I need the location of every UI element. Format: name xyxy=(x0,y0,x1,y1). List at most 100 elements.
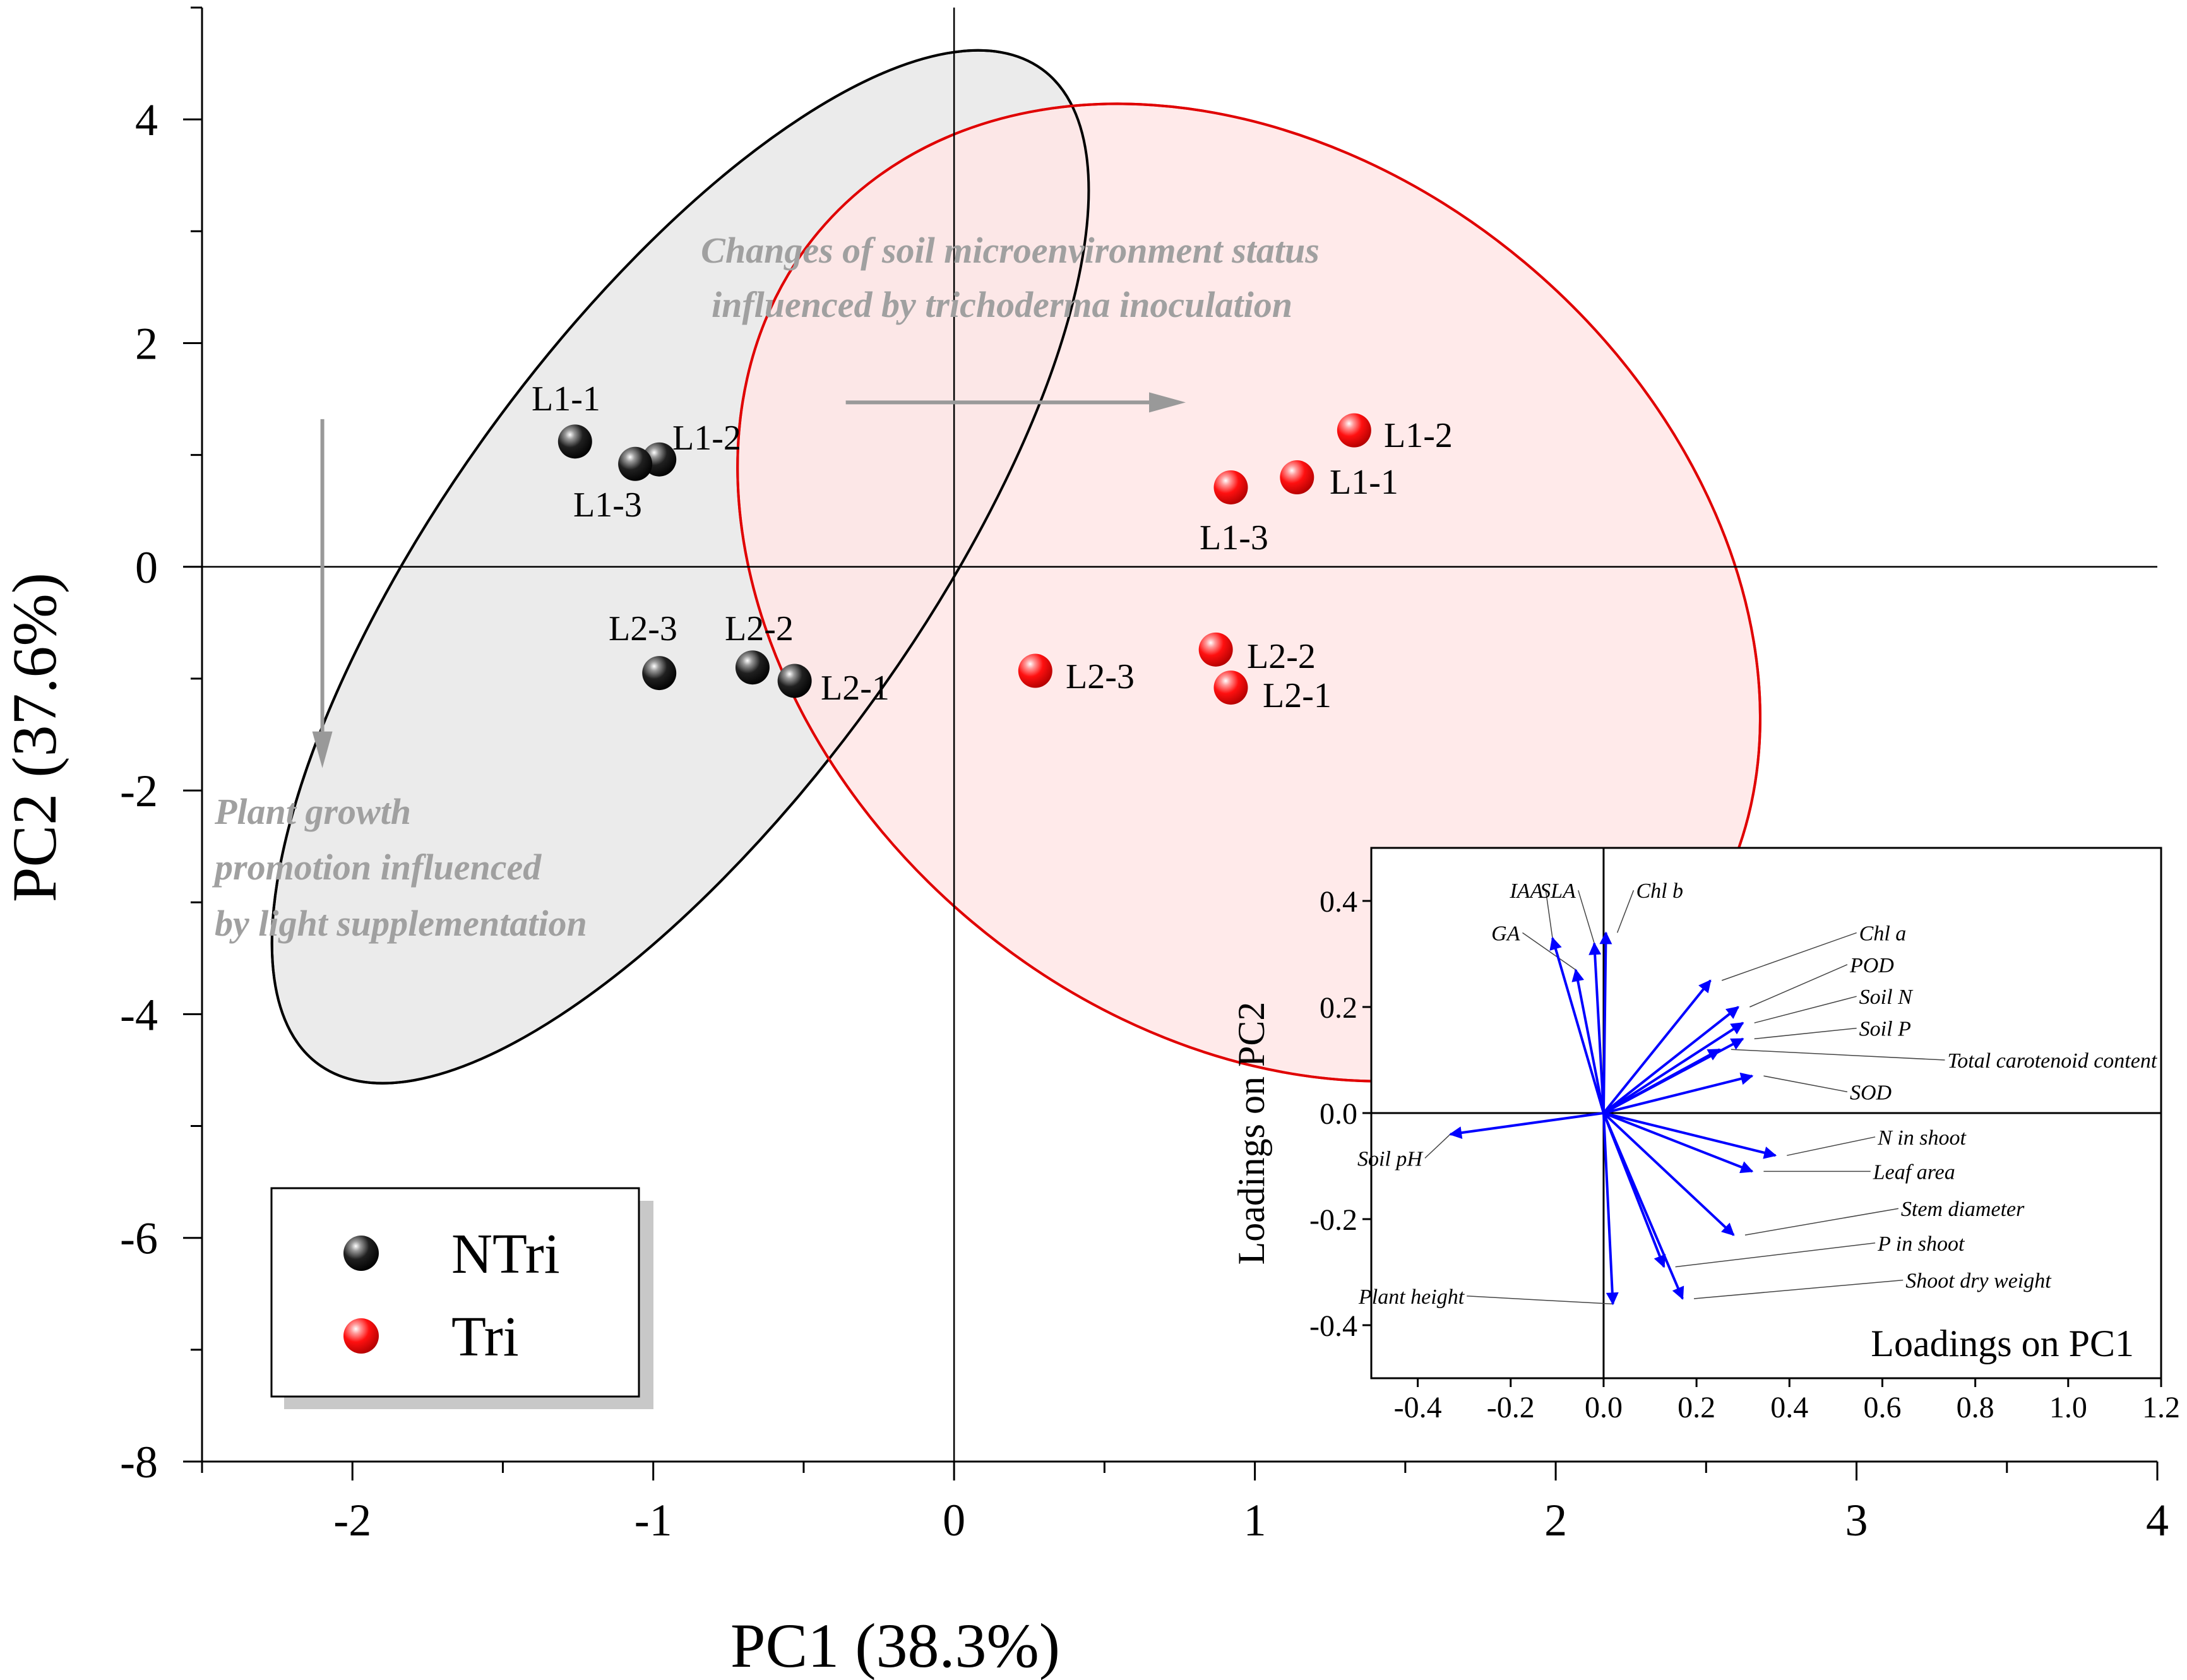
loading-vector-n-in-shoot xyxy=(1603,1112,1777,1159)
point-label: L1-1 xyxy=(532,379,600,419)
loading-vector-soil-n xyxy=(1602,1022,1744,1114)
vector-label: SOD xyxy=(1850,1081,1892,1104)
legend-label-ntri: NTri xyxy=(451,1223,560,1285)
vector-label: Plant height xyxy=(1358,1285,1465,1309)
data-point-tri xyxy=(1280,460,1314,495)
main-x-tick-label: 3 xyxy=(1845,1495,1868,1546)
plant-annotation: Plant growth promotion influenced by lig… xyxy=(212,791,587,944)
point-label: L2-2 xyxy=(725,609,794,648)
data-point-ntri xyxy=(618,446,653,481)
vector-labels: IAA GA SLA Chl b Chl a POD Soil N Soil P… xyxy=(1357,879,2158,1309)
inset-x-tick-label: 1.0 xyxy=(2049,1391,2087,1424)
vector-leader-line xyxy=(1731,1049,1945,1061)
vector-label: Soil pH xyxy=(1357,1147,1424,1171)
main-x-axis-title: PC1 (38.3%) xyxy=(730,1611,1060,1680)
point-label: L2-3 xyxy=(609,609,677,648)
loading-vector-ga xyxy=(1571,968,1605,1114)
plant-annotation-line: promotion influenced xyxy=(212,847,542,888)
data-point-tri xyxy=(1198,632,1233,667)
plant-arrow-head xyxy=(312,731,333,768)
main-y-tick-label: -6 xyxy=(120,1213,158,1264)
loading-vector-soil-ph xyxy=(1449,1112,1604,1140)
data-point-tri xyxy=(1213,670,1248,705)
data-point-ntri xyxy=(777,664,812,698)
loading-vector-sod xyxy=(1603,1072,1754,1114)
inset-x-tick-label: 0.8 xyxy=(1957,1391,1994,1424)
point-label: L2-2 xyxy=(1247,637,1316,676)
vector-leader-line xyxy=(1693,1279,1904,1299)
data-point-ntri xyxy=(642,656,677,691)
vector-label: Chl a xyxy=(1859,922,1907,945)
vector-leader-line xyxy=(1578,890,1595,944)
loading-vector-plant-height xyxy=(1602,1112,1619,1306)
main-y-tick-label: -8 xyxy=(120,1437,158,1487)
main-x-tick-label: -1 xyxy=(635,1495,672,1546)
legend-marker-tri xyxy=(343,1318,379,1354)
vector-leader-line xyxy=(1787,1136,1876,1156)
inset-x-tick-labels: -0.4 -0.2 0.0 0.2 0.4 0.6 0.8 1.0 1.2 xyxy=(1394,1391,2180,1424)
loading-vector-total-carotenoid-content xyxy=(1602,1048,1721,1114)
main-y-axis-title: PC2 (37.6%) xyxy=(0,573,69,902)
vector-label: Shoot dry weight xyxy=(1905,1270,2052,1293)
inset-x-tick-label: -0.4 xyxy=(1394,1391,1442,1424)
inset-y-tick-label: 0.0 xyxy=(1320,1097,1357,1131)
vector-leader-line xyxy=(1522,932,1576,970)
inset-y-tick-label: 0.2 xyxy=(1320,991,1357,1025)
loading-vector-chl-b xyxy=(1599,931,1612,1114)
tri-point-labels: L1-2 L1-1 L1-3 L2-3 L2-2 L2-1 xyxy=(1066,416,1453,715)
vector-label: Soil P xyxy=(1859,1018,1911,1041)
vector-leader-line xyxy=(1754,1027,1857,1040)
soil-annotation: Changes of soil microenvironment status … xyxy=(701,230,1320,325)
loading-vector-leaf-area xyxy=(1603,1112,1754,1174)
vector-label: IAA xyxy=(1509,879,1543,903)
data-point-ntri xyxy=(735,650,770,685)
vector-leader-line xyxy=(1616,890,1635,933)
inset-x-tick-label: 0.6 xyxy=(1863,1391,1901,1424)
legend-label-tri: Tri xyxy=(451,1306,519,1368)
ellipse-outline-ntri xyxy=(270,49,1090,1085)
vector-leader-line xyxy=(1744,1208,1899,1236)
data-point-tri xyxy=(1337,413,1371,448)
plant-annotation-line: by light supplementation xyxy=(215,903,587,944)
main-y-tick-label: -2 xyxy=(120,766,158,816)
inset-y-tick-label: 0.4 xyxy=(1320,885,1357,919)
data-point-ntri xyxy=(557,424,592,459)
main-y-tick-label: 0 xyxy=(135,542,158,593)
vector-leader-line xyxy=(1467,1296,1613,1305)
vector-label: POD xyxy=(1849,954,1894,977)
point-label: L1-2 xyxy=(1384,416,1453,455)
main-x-tick-label: 1 xyxy=(1244,1495,1266,1546)
ntri-point-labels: L1-1 L1-2 L1-3 L2-3 L2-2 L2-1 xyxy=(532,379,890,708)
vector-leader-line xyxy=(1545,890,1553,938)
inset-y-axis-title: Loadings on PC2 xyxy=(1231,1002,1272,1265)
vector-label: Chl b xyxy=(1636,879,1683,903)
loading-vector-chl-a xyxy=(1602,979,1712,1114)
point-label: L1-3 xyxy=(573,486,642,525)
inset-x-tick-label: 0.4 xyxy=(1770,1391,1808,1424)
vector-label: Total carotenoid content xyxy=(1947,1049,2157,1073)
inset-x-tick-label: 0.0 xyxy=(1585,1391,1623,1424)
legend: NTri Tri xyxy=(270,1187,653,1409)
inset-x-axis-title: Loadings on PC1 xyxy=(1871,1323,2134,1364)
soil-annotation-line: Changes of soil microenvironment status xyxy=(701,230,1320,271)
inset-y-tick-label: -0.2 xyxy=(1309,1203,1357,1237)
main-x-tick-labels: -2 -1 0 1 2 3 4 xyxy=(333,1495,2169,1546)
main-x-tick-label: -2 xyxy=(333,1495,371,1546)
inset-loadings-plot xyxy=(1362,848,2162,1387)
loading-vector-shoot-dry-weight xyxy=(1602,1112,1684,1300)
inset-x-tick-label: 0.2 xyxy=(1677,1391,1715,1424)
soil-arrow-head xyxy=(1149,392,1186,413)
point-label: L2-1 xyxy=(821,669,890,708)
point-label: L2-1 xyxy=(1263,676,1332,715)
main-y-tick-label: 2 xyxy=(135,318,158,369)
plant-annotation-line: Plant growth xyxy=(214,791,411,832)
vector-leader-line xyxy=(1749,964,1848,1008)
inset-y-tick-labels: -0.4 -0.2 0.0 0.2 0.4 xyxy=(1309,885,1357,1343)
point-label: L1-3 xyxy=(1200,518,1268,557)
data-point-tri xyxy=(1018,653,1052,688)
soil-annotation-line: influenced by trichoderma inoculation xyxy=(712,284,1292,325)
point-label: L1-1 xyxy=(1330,463,1398,502)
legend-box xyxy=(270,1187,640,1398)
vector-label: GA xyxy=(1491,922,1520,945)
point-label: L2-3 xyxy=(1066,657,1135,696)
